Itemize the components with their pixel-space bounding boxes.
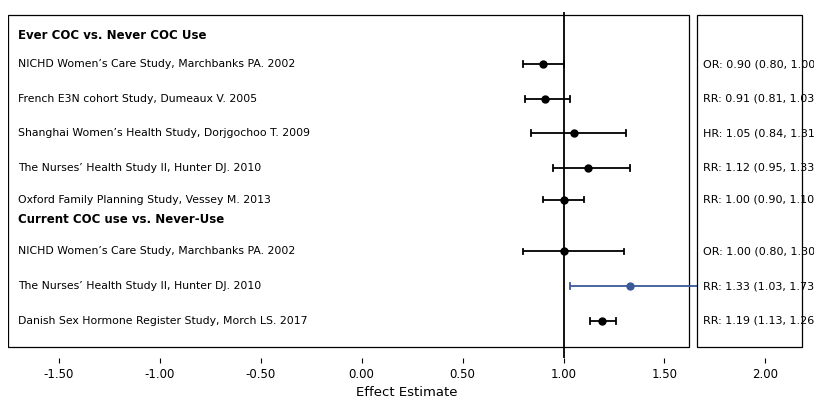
Text: French E3N cohort Study, Dumeaux V. 2005: French E3N cohort Study, Dumeaux V. 2005	[18, 94, 257, 104]
Text: NICHD Women’s Care Study, Marchbanks PA. 2002: NICHD Women’s Care Study, Marchbanks PA.…	[18, 59, 295, 69]
Text: RR: 1.12 (0.95, 1.33): RR: 1.12 (0.95, 1.33)	[702, 163, 814, 173]
FancyBboxPatch shape	[697, 15, 802, 347]
Text: NICHD Women’s Care Study, Marchbanks PA. 2002: NICHD Women’s Care Study, Marchbanks PA.…	[18, 247, 295, 256]
Text: Ever COC vs. Never COC Use: Ever COC vs. Never COC Use	[18, 29, 207, 42]
Text: The Nurses’ Health Study II, Hunter DJ. 2010: The Nurses’ Health Study II, Hunter DJ. …	[18, 281, 261, 291]
Text: RR: 1.00 (0.90, 1.10): RR: 1.00 (0.90, 1.10)	[702, 195, 814, 205]
Text: RR: 1.19 (1.13, 1.26): RR: 1.19 (1.13, 1.26)	[702, 316, 814, 326]
Text: The Nurses’ Health Study II, Hunter DJ. 2010: The Nurses’ Health Study II, Hunter DJ. …	[18, 163, 261, 173]
Text: HR: 1.05 (0.84, 1.31): HR: 1.05 (0.84, 1.31)	[702, 128, 814, 138]
Text: Danish Sex Hormone Register Study, Morch LS. 2017: Danish Sex Hormone Register Study, Morch…	[18, 316, 308, 326]
Text: RR: 0.91 (0.81, 1.03): RR: 0.91 (0.81, 1.03)	[702, 94, 814, 104]
Text: OR: 0.90 (0.80, 1.00): OR: 0.90 (0.80, 1.00)	[702, 59, 814, 69]
Text: Current COC use vs. Never-Use: Current COC use vs. Never-Use	[18, 213, 225, 226]
Text: OR: 1.00 (0.80, 1.30): OR: 1.00 (0.80, 1.30)	[702, 247, 814, 256]
Text: RR: 1.33 (1.03, 1.73): RR: 1.33 (1.03, 1.73)	[702, 281, 814, 291]
Text: Oxford Family Planning Study, Vessey M. 2013: Oxford Family Planning Study, Vessey M. …	[18, 195, 271, 205]
X-axis label: Effect Estimate: Effect Estimate	[357, 386, 457, 399]
Text: Shanghai Women’s Health Study, Dorjgochoo T. 2009: Shanghai Women’s Health Study, Dorjgocho…	[18, 128, 310, 138]
